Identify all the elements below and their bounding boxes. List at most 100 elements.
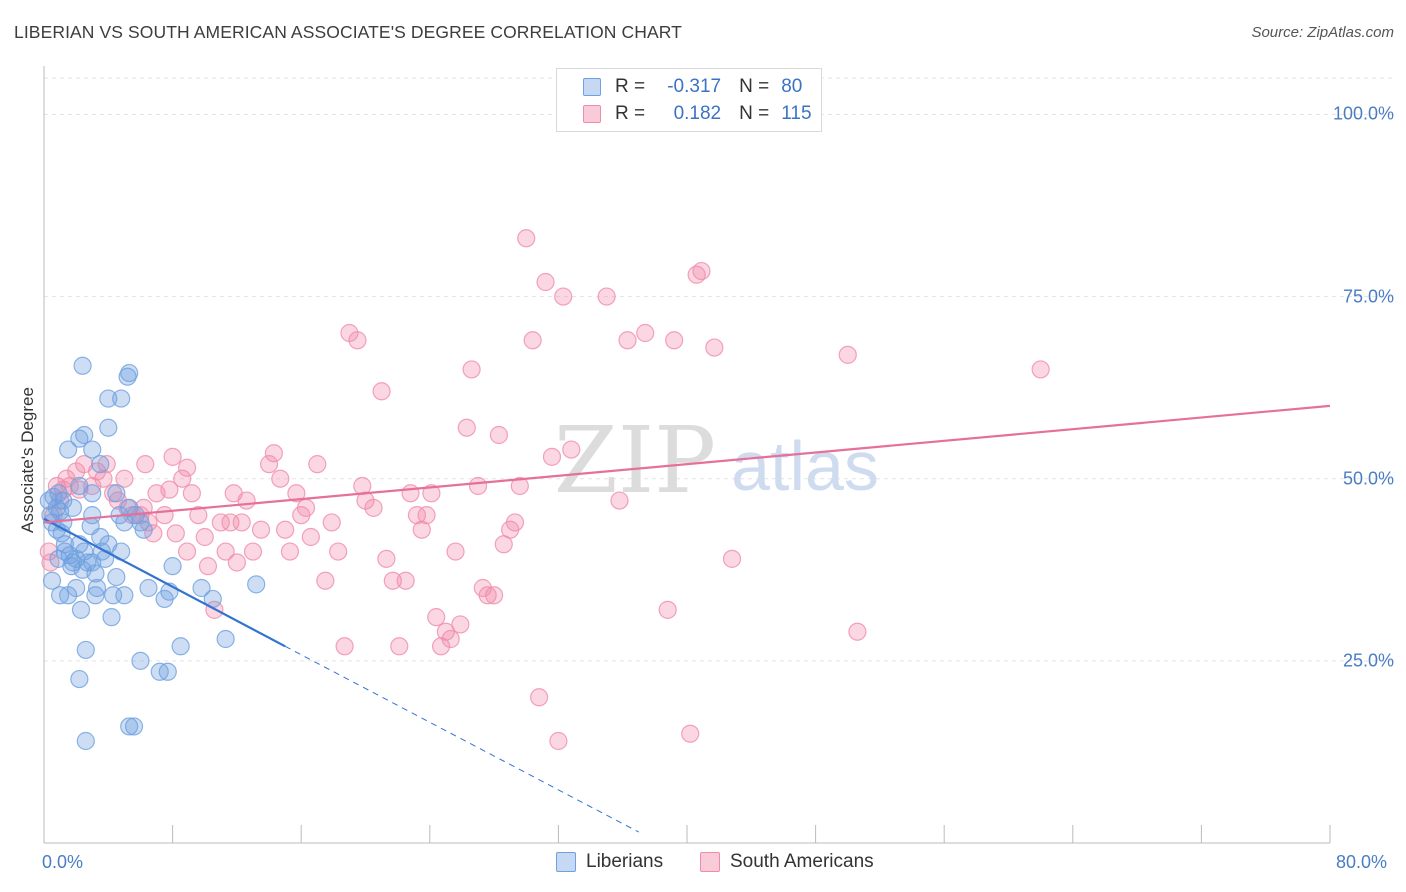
x-tick-label-max: 80.0% [1336,852,1388,872]
liberian-point [120,363,139,383]
liberian-point [112,389,131,408]
south-american-point [390,637,409,656]
south-americans-points [39,229,1050,751]
liberian-point [76,731,95,751]
legend-n-value: 80 [781,76,803,97]
liberian-point [91,455,110,474]
south-american-point [271,469,290,488]
south-american-point [446,542,465,561]
correlation-legend: R = -0.317 N = 80 R = 0.182 N = 115 [556,68,822,132]
south-american-point [478,586,497,605]
legend-n-label: N = [739,103,770,124]
watermark-zip: ZIP [554,407,716,514]
south-american-point [562,440,581,459]
gridlines [44,77,1394,662]
liberians-trend-extension [284,645,640,833]
south-american-point [396,571,415,590]
liberian-point [171,637,190,656]
south-american-point [705,338,724,357]
liberian-point [86,586,105,605]
watermark-atlas: atlas [731,427,879,505]
south-american-point [198,557,218,576]
liberian-point [83,484,102,503]
legend-swatch-south-americans [583,105,601,123]
south-american-point [412,520,431,539]
south-american-point [224,484,243,503]
legend-swatch-liberians [583,78,601,96]
south-american-point [335,637,354,656]
liberian-point [134,520,153,539]
liberian-point [163,557,182,576]
liberian-point [73,356,92,375]
south-american-point [610,491,629,510]
south-american-point [195,527,214,547]
south-american-point [329,542,348,561]
watermark: ZIP atlas [554,407,879,514]
liberian-point [216,629,235,649]
south-american-point [597,287,616,306]
south-american-point [243,542,263,561]
legend-r-label: R = [615,76,646,97]
south-american-point [554,287,573,306]
south-american-point [407,506,427,525]
south-american-point [692,261,711,281]
bottom-legend-label-south-americans: South Americans [730,851,874,872]
south-american-point [166,524,185,543]
south-american-point [848,622,867,641]
y-tick-label: 100.0% [1332,103,1394,124]
south-american-point [468,476,488,496]
south-american-point [372,382,391,401]
legend-n-value: 115 [781,103,812,124]
south-american-point [144,524,163,543]
south-american-point [216,542,235,561]
south-american-point [549,731,568,751]
south-american-point [83,476,102,496]
trend-lines [43,404,1331,833]
south-american-point [523,331,542,350]
bottom-legend-liberians: Liberians [556,851,663,873]
chart-title: LIBERIAN VS SOUTH AMERICAN ASSOCIATE'S D… [14,22,682,42]
south-american-point [94,469,113,488]
south-american-point [451,615,470,634]
y-tick-label: 75.0% [1342,286,1394,307]
south-american-point [308,455,327,474]
y-tick-label: 25.0% [1342,650,1394,671]
liberian-point [192,578,211,598]
south-american-point [422,484,441,503]
south-american-point [505,513,525,532]
south-american-point [658,600,677,619]
liberians-trend-line [43,517,286,648]
south-american-point [530,688,549,707]
south-american-point [301,527,320,547]
south-american-point [401,484,420,503]
liberian-point [158,662,177,681]
liberian-point [102,608,121,627]
south-american-point [441,629,460,649]
south-american-point [485,586,504,605]
south-american-point [182,484,201,503]
south-american-point [462,360,481,379]
liberian-point [104,586,123,605]
south-american-point [316,571,335,590]
south-american-point [160,480,179,499]
south-american-point [276,520,295,539]
liberian-point [55,542,74,561]
south-american-point [431,637,451,656]
legend-r-value: -0.317 [667,76,722,97]
liberian-point [76,640,95,660]
south-american-point [136,455,155,474]
south-american-point [377,549,396,568]
south-american-point [322,513,341,532]
south-american-point [280,542,300,561]
liberian-point [54,491,73,510]
legend-n-label: N = [739,76,770,97]
south-american-point [517,229,536,248]
bottom-legend-swatch-south-americans [700,852,720,872]
legend-r-label: R = [615,103,646,124]
south-american-point [232,513,251,532]
south-american-point [348,331,367,350]
liberian-point [120,717,139,736]
liberian-point [70,669,89,689]
liberian-point [124,717,144,736]
